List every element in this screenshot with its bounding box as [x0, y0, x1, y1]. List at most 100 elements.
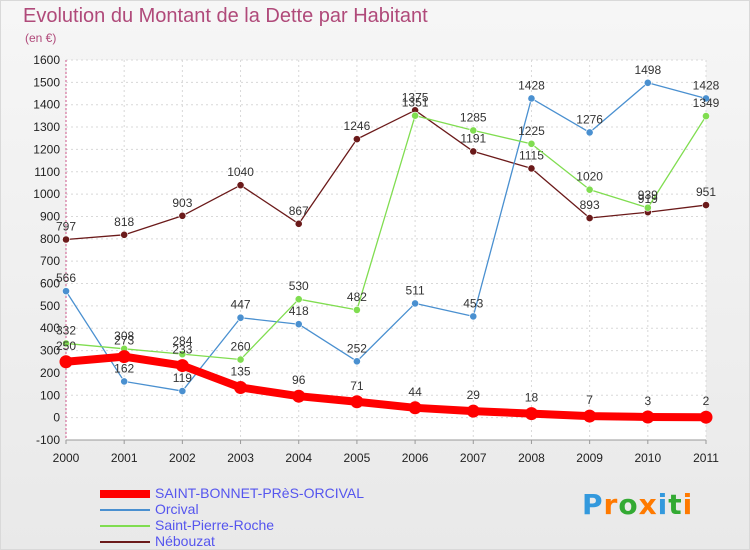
x-tick-label: 2010	[634, 451, 661, 465]
legend-item: Saint-Pierre-Roche	[100, 517, 430, 534]
data-label: 1276	[576, 112, 603, 126]
data-point	[469, 147, 478, 156]
data-label: 1040	[227, 165, 254, 179]
x-tick-label: 2009	[576, 451, 603, 465]
logo-letter: r	[603, 488, 619, 521]
x-tick-label: 2003	[227, 451, 254, 465]
data-label: 797	[56, 219, 76, 233]
data-label: 566	[56, 271, 76, 285]
logo-letter: o	[618, 488, 639, 521]
data-point	[699, 410, 713, 424]
y-tick-label: 100	[40, 388, 60, 402]
y-tick-label: -100	[36, 433, 60, 447]
data-label: 71	[350, 379, 364, 393]
data-label: 1225	[518, 124, 545, 138]
data-label: 1115	[519, 148, 544, 162]
data-point	[527, 94, 536, 103]
data-label: 332	[56, 323, 76, 337]
data-point	[527, 139, 536, 148]
data-point	[117, 350, 131, 364]
legend-label: Saint-Pierre-Roche	[155, 517, 275, 533]
data-point	[527, 164, 536, 173]
logo-letter: i	[657, 488, 669, 521]
legend-item: SAINT-BONNET-PRèS-ORCIVAL	[100, 485, 430, 502]
chart-subtitle: (en €)	[25, 31, 57, 45]
data-label: 903	[172, 196, 192, 210]
y-tick-label: 300	[40, 344, 60, 358]
data-label: 453	[463, 296, 483, 310]
y-tick-label: 1200	[33, 142, 60, 156]
y-tick-label: 200	[40, 366, 60, 380]
data-point	[175, 359, 189, 373]
data-point	[353, 357, 361, 366]
data-label: 252	[347, 341, 367, 355]
data-label: 308	[114, 329, 134, 343]
x-tick-label: 2005	[344, 451, 371, 465]
data-label: 530	[289, 279, 309, 293]
data-label: 511	[406, 283, 425, 297]
logo-letter: i	[682, 488, 694, 521]
data-point	[583, 409, 597, 423]
data-label: 135	[231, 364, 251, 378]
y-tick-label: 1400	[33, 98, 60, 112]
x-tick-label: 2007	[460, 451, 487, 465]
data-point	[234, 380, 248, 394]
x-tick-label: 2000	[53, 451, 80, 465]
data-point	[702, 94, 710, 103]
data-label: 893	[580, 198, 600, 212]
x-tick-label: 2002	[169, 451, 196, 465]
data-point	[353, 306, 361, 314]
data-label: 29	[467, 388, 481, 402]
legend-swatch	[100, 541, 150, 543]
data-point	[294, 295, 303, 304]
y-tick-label: 0	[53, 411, 60, 425]
chart-title: Evolution du Montant de la Dette par Hab…	[23, 5, 428, 27]
data-label: 447	[231, 298, 251, 312]
legend-label: Orcival	[155, 501, 199, 517]
data-point	[62, 235, 70, 244]
series-line-1	[65, 82, 707, 392]
data-label: 418	[289, 304, 309, 318]
y-tick-label: 1300	[33, 120, 60, 134]
y-tick-label: 1600	[33, 53, 60, 67]
data-label: 1428	[518, 78, 545, 92]
y-tick-label: 400	[40, 321, 60, 335]
data-label: 273	[114, 334, 134, 348]
y-tick-label: 700	[40, 254, 60, 268]
data-point	[294, 219, 303, 228]
data-point	[469, 312, 478, 321]
data-point	[236, 313, 245, 322]
y-tick-label: 800	[40, 232, 60, 246]
data-label: 260	[231, 340, 251, 354]
data-point	[178, 387, 187, 395]
data-label: 1246	[344, 119, 371, 133]
data-point	[643, 78, 652, 87]
y-tick-label: 500	[40, 299, 60, 313]
data-label: 1285	[460, 110, 487, 124]
y-tick-label: 1500	[33, 75, 60, 89]
legend-item: Nébouzat	[100, 533, 430, 550]
data-point	[62, 287, 70, 296]
data-label: 482	[347, 290, 367, 304]
data-point	[120, 230, 129, 239]
data-point	[466, 404, 480, 418]
data-label: 1375	[402, 90, 429, 104]
x-tick-label: 2011	[693, 451, 719, 465]
x-tick-label: 2001	[111, 451, 138, 465]
series-line-2	[65, 115, 707, 361]
legend-swatch	[100, 509, 150, 511]
data-label: 96	[292, 373, 306, 387]
data-label: 1428	[693, 78, 720, 92]
data-point	[292, 389, 306, 403]
data-label: 3	[644, 394, 651, 408]
data-label: 919	[638, 192, 658, 206]
data-point	[236, 355, 245, 364]
data-point	[59, 355, 73, 369]
logo-letter: x	[638, 488, 658, 521]
y-tick-label: 1100	[34, 165, 60, 179]
chart-legend: SAINT-BONNET-PRèS-ORCIVAL Orcival Saint-Pi…	[100, 485, 430, 550]
data-label: 1020	[576, 170, 603, 184]
y-tick-label: 1000	[33, 187, 60, 201]
logo-letter: P	[582, 488, 604, 521]
